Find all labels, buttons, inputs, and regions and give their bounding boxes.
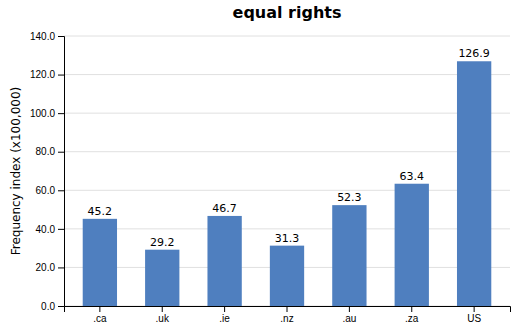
x-tick-mark	[349, 306, 350, 312]
grid-line	[64, 151, 510, 152]
x-tick: .uk	[156, 306, 170, 324]
y-tick: 120.0	[30, 69, 64, 80]
y-tick-label: 140.0	[30, 31, 55, 42]
y-axis-title: Frequency index (x100,000)	[9, 87, 23, 256]
y-axis-line	[58, 37, 65, 307]
y-tick: 0.0	[41, 301, 64, 312]
data-label: 63.4	[400, 170, 425, 183]
y-axis: 0.0 20.0 40.0 60.0 80.0 100.0 120.0 140.0	[30, 31, 65, 312]
data-labels: 45.2 29.2 46.7 31.3 52.3 63.4 126.9	[88, 47, 490, 248]
bar	[270, 246, 304, 306]
data-label: 46.7	[212, 202, 237, 215]
y-tick: 20.0	[36, 262, 64, 273]
y-tick-label: 100.0	[30, 108, 55, 119]
x-tick: .za	[405, 306, 419, 324]
x-axis: .ca .uk .ie .nz .au .za US	[65, 306, 511, 324]
data-label: 31.3	[275, 232, 300, 245]
x-tick-label: US	[467, 313, 481, 324]
grid-line	[64, 113, 510, 114]
y-tick-mark	[58, 113, 64, 114]
plot: 0.0 20.0 40.0 60.0 80.0 100.0 120.0 140.0 .ca .uk…	[30, 31, 511, 324]
y-tick: 140.0	[30, 31, 64, 42]
grid-line	[64, 228, 510, 229]
bar	[457, 61, 491, 306]
y-tick-mark	[58, 306, 64, 307]
x-tick-mark	[99, 306, 100, 312]
grid-line	[64, 36, 510, 37]
x-tick: .ie	[219, 306, 230, 324]
x-tick-mark	[411, 306, 412, 312]
x-tick: US	[467, 306, 481, 324]
grid-line	[64, 190, 510, 191]
data-label: 126.9	[458, 47, 490, 60]
bar	[145, 250, 179, 306]
bar	[395, 184, 429, 306]
x-tick-label: .uk	[156, 313, 170, 324]
x-tick-label: .za	[405, 313, 419, 324]
y-tick: 100.0	[30, 108, 64, 119]
y-tick-label: 60.0	[36, 185, 56, 196]
y-tick: 60.0	[36, 185, 64, 196]
y-tick-label: 80.0	[36, 146, 56, 157]
chart: 0.0 20.0 40.0 60.0 80.0 100.0 120.0 140.0 .ca .uk…	[0, 0, 524, 336]
data-label: 52.3	[337, 191, 362, 204]
grid-line	[64, 74, 510, 75]
y-tick-mark	[58, 152, 64, 153]
y-tick-label: 120.0	[30, 69, 55, 80]
x-tick: .au	[342, 306, 356, 324]
x-tick-label: .ie	[219, 313, 230, 324]
y-tick-label: 40.0	[36, 224, 56, 235]
y-tick-mark	[58, 36, 64, 37]
bar	[207, 216, 241, 306]
bar	[332, 205, 366, 306]
x-axis-line	[65, 307, 511, 313]
x-tick-mark	[162, 306, 163, 312]
y-tick: 80.0	[36, 146, 64, 157]
y-tick-label: 0.0	[41, 301, 55, 312]
data-label: 29.2	[150, 236, 175, 249]
x-tick: .ca	[93, 306, 107, 324]
x-tick: .nz	[280, 306, 293, 324]
data-label: 45.2	[88, 205, 113, 218]
y-tick-mark	[58, 75, 64, 76]
title: equal rights	[233, 3, 342, 22]
x-tick-label: .au	[342, 313, 356, 324]
y-tick-mark	[58, 190, 64, 191]
bars	[83, 61, 492, 306]
x-tick-mark	[224, 306, 225, 312]
bar	[83, 219, 117, 306]
grid	[64, 36, 510, 306]
x-tick-mark	[287, 306, 288, 312]
x-tick-mark	[474, 306, 475, 312]
y-tick-mark	[58, 267, 64, 268]
y-tick-mark	[58, 229, 64, 230]
y-tick-label: 20.0	[36, 262, 56, 273]
y-tick: 40.0	[36, 224, 64, 235]
x-tick-label: .ca	[93, 313, 107, 324]
x-tick-label: .nz	[280, 313, 293, 324]
